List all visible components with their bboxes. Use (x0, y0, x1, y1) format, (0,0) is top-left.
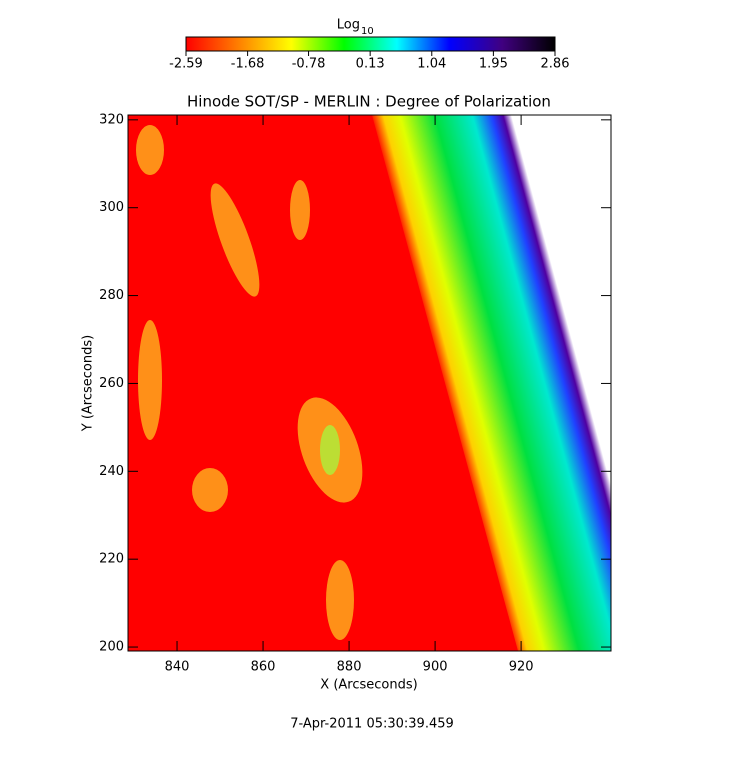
colorbar-tick-label: -1.68 (231, 57, 265, 72)
y-tick-label: 220 (99, 552, 124, 567)
colorbar-tick-label: 2.86 (541, 57, 570, 72)
y-tick-label: 320 (99, 112, 124, 127)
y-tick-label: 280 (99, 288, 124, 303)
x-tick-label: 920 (509, 660, 534, 675)
colorbar-tick-label: -2.59 (169, 57, 203, 72)
colorbar-label: Log (337, 18, 360, 33)
colorbar (185, 36, 556, 52)
footer: 7-Apr-2011 05:30:39.459 (290, 717, 454, 732)
y-tick-label: 200 (99, 640, 124, 655)
y-tick-label: 240 (99, 464, 124, 479)
y-tick-label: 300 (99, 200, 124, 215)
x-tick-label: 880 (337, 660, 362, 675)
colorbar-tick-label: 1.04 (417, 57, 446, 72)
colorbar-tick-label: 0.13 (356, 57, 385, 72)
colorbar-label-sub: 10 (361, 26, 374, 37)
colorbar-tick-label: -0.78 (292, 57, 326, 72)
colorbar-tick-label: 1.95 (479, 57, 508, 72)
x-axis-label: X (Arcseconds) (320, 678, 417, 693)
x-tick-label: 860 (251, 660, 276, 675)
y-axis-label: Y (Arcseconds) (81, 335, 96, 432)
x-tick-label: 840 (165, 660, 190, 675)
y-tick-label: 260 (99, 376, 124, 391)
x-tick-label: 900 (423, 660, 448, 675)
image (128, 115, 611, 651)
chart-title: Hinode SOT/SP - MERLIN : Degree of Polar… (187, 93, 551, 111)
